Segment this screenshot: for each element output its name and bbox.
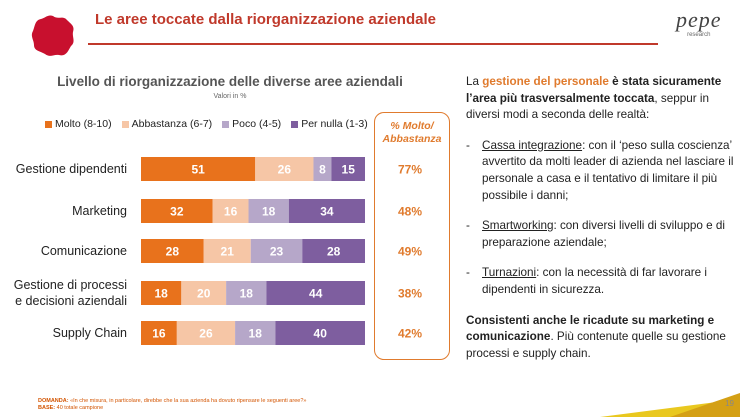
data-label: 51 bbox=[191, 163, 205, 177]
bar-segment-molto bbox=[141, 281, 182, 305]
legend-item-per-nulla: Per nulla (1-3) bbox=[291, 118, 368, 130]
bullet-smartworking: - Smartworking: con diversi livelli di s… bbox=[466, 219, 725, 249]
bar-segment-per-nulla bbox=[331, 157, 365, 181]
legend-item-abbastanza: Abbastanza (6-7) bbox=[121, 118, 213, 130]
pct-value: 42% bbox=[398, 327, 422, 341]
footer-question: DOMANDA: «In che misura, in particolare,… bbox=[38, 398, 307, 404]
category-label-line: Supply Chain bbox=[53, 326, 127, 340]
data-label: 34 bbox=[320, 205, 334, 219]
bar-segment-per-nulla bbox=[302, 239, 365, 263]
brand-logo: pepe research bbox=[676, 7, 722, 39]
brand-logo-mark bbox=[31, 15, 74, 56]
data-label: 23 bbox=[270, 245, 284, 259]
category-label-line: Comunicazione bbox=[41, 244, 127, 258]
chart-subtitle: Valori in % bbox=[213, 93, 247, 100]
pct-summary-title: % Molto/ Abbastanza bbox=[374, 120, 450, 146]
commentary-closing: Consistenti anche le ricadute su marketi… bbox=[466, 313, 726, 360]
category-label-line: Marketing bbox=[72, 204, 127, 218]
legend-label: Abbastanza (6-7) bbox=[131, 118, 213, 130]
legend-item-poco: Poco (4-5) bbox=[222, 118, 281, 130]
data-label: 8 bbox=[319, 163, 326, 177]
category-label: Gestione dipendenti bbox=[16, 162, 127, 176]
data-label: 21 bbox=[221, 245, 235, 259]
bar-segment-molto bbox=[141, 199, 213, 223]
legend-label: Poco (4-5) bbox=[232, 118, 282, 130]
data-label: 16 bbox=[224, 205, 238, 219]
bar-segment-molto bbox=[141, 321, 177, 345]
data-label: 40 bbox=[314, 327, 328, 341]
title-divider bbox=[88, 43, 658, 45]
legend-swatch bbox=[291, 120, 299, 128]
data-label: 15 bbox=[342, 163, 356, 177]
bar-segment-abbastanza bbox=[181, 281, 227, 305]
category-label-line: e decisioni aziendali bbox=[15, 294, 127, 308]
data-label: 18 bbox=[154, 287, 168, 301]
bar-segment-poco bbox=[248, 199, 289, 223]
data-label: 18 bbox=[240, 287, 254, 301]
legend-label: Molto (8-10) bbox=[55, 118, 112, 130]
data-label: 26 bbox=[199, 327, 213, 341]
legend-swatch bbox=[222, 120, 230, 128]
category-label: Marketing bbox=[72, 204, 127, 218]
legend-label: Per nulla (1-3) bbox=[301, 118, 368, 130]
chart-legend: Molto (8-10) Abbastanza (6-7) Poco (4-5)… bbox=[45, 118, 368, 130]
category-label: Gestione di processi e decisioni aziendal… bbox=[14, 278, 127, 308]
commentary-panel: La gestione del personale è stata sicura… bbox=[466, 74, 736, 376]
legend-swatch bbox=[45, 120, 52, 128]
brand-name: pepe bbox=[676, 7, 722, 32]
category-label: Comunicazione bbox=[41, 244, 127, 258]
legend-swatch bbox=[121, 120, 129, 128]
pct-title-line: % Molto/ bbox=[390, 120, 434, 132]
data-label: 16 bbox=[152, 327, 166, 341]
bar-segment-molto bbox=[141, 157, 256, 181]
data-label: 20 bbox=[197, 287, 211, 301]
data-label: 28 bbox=[166, 245, 180, 259]
data-label: 26 bbox=[278, 163, 292, 177]
pct-title-line: Abbastanza bbox=[382, 133, 442, 145]
data-label: 18 bbox=[249, 327, 263, 341]
bullet-term: Turnazioni bbox=[482, 266, 537, 280]
corner-decoration bbox=[600, 393, 740, 417]
slide-title: Le aree toccate dalla riorganizzazione a… bbox=[95, 11, 436, 28]
pct-value: 49% bbox=[398, 245, 422, 259]
bar-segment-molto bbox=[141, 239, 204, 263]
bar-segment-poco bbox=[313, 157, 332, 181]
data-label: 32 bbox=[170, 205, 184, 219]
bar-segment-abbastanza bbox=[176, 321, 236, 345]
bar-segment-per-nulla bbox=[266, 281, 365, 305]
bar-segment-poco bbox=[235, 321, 276, 345]
bullet-term: Smartworking bbox=[482, 219, 554, 233]
category-label: Supply Chain bbox=[53, 326, 127, 340]
pct-value: 38% bbox=[398, 287, 422, 301]
bar-segment-poco bbox=[250, 239, 303, 263]
bullet-turnazioni: - Turnazioni: con la necessità di far la… bbox=[466, 266, 707, 296]
data-label: 44 bbox=[309, 287, 323, 301]
category-label-line: Gestione di processi bbox=[14, 278, 127, 292]
highlight-gestione-personale: gestione del personale bbox=[482, 75, 609, 88]
footer-notes: DOMANDA: «In che misura, in particolare,… bbox=[38, 398, 306, 412]
bullet-term: Cassa integrazione bbox=[482, 138, 583, 152]
pct-value: 77% bbox=[398, 163, 422, 177]
bar-segment-abbastanza bbox=[212, 199, 249, 223]
bar-segment-per-nulla bbox=[288, 199, 365, 223]
brand-subtitle: research bbox=[687, 32, 711, 38]
legend-item-molto: Molto (8-10) bbox=[45, 118, 112, 130]
pct-value: 48% bbox=[398, 205, 422, 219]
bullet-cassa-integrazione: - Cassa integrazione: con il ‘peso sulla… bbox=[466, 138, 734, 202]
bar-segment-per-nulla bbox=[275, 321, 365, 345]
bar-segment-abbastanza bbox=[255, 157, 314, 181]
commentary-intro: La gestione del personale è stata sicura… bbox=[466, 75, 722, 122]
bar-segment-poco bbox=[226, 281, 267, 305]
data-label: 28 bbox=[327, 245, 341, 259]
data-label: 18 bbox=[262, 205, 276, 219]
bar-segment-abbastanza bbox=[203, 239, 251, 263]
page-number: 19 bbox=[725, 399, 734, 408]
footer-base: BASE: 40 totale campione bbox=[38, 405, 104, 411]
chart-title: Livello di riorganizzazione delle divers… bbox=[57, 74, 403, 89]
pct-summary-box bbox=[374, 112, 450, 360]
category-label-line: Gestione dipendenti bbox=[16, 162, 127, 176]
